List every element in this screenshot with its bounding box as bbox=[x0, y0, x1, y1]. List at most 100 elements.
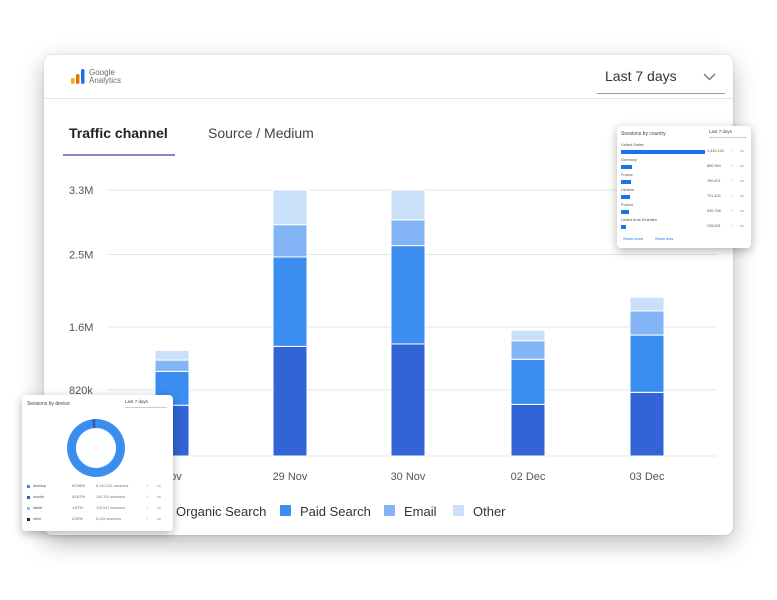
message-icon[interactable]: ▭ bbox=[157, 516, 161, 521]
country-bar bbox=[621, 165, 632, 169]
country-value: 850,964 bbox=[707, 164, 721, 168]
message-icon[interactable]: ▭ bbox=[740, 223, 744, 228]
device-sessions: 6,140,211 sessions bbox=[96, 484, 129, 488]
country-bar bbox=[621, 195, 631, 199]
bar-segment-email[interactable] bbox=[510, 340, 546, 360]
device-swatch bbox=[27, 507, 30, 510]
legend-organic-search[interactable]: Organic Search bbox=[176, 504, 267, 519]
country-value: 1,433,142 bbox=[707, 149, 724, 153]
message-icon[interactable]: ▭ bbox=[157, 483, 161, 488]
device-percent: 41.67% bbox=[72, 495, 85, 499]
country-value: 750,401 bbox=[707, 179, 721, 183]
card-header: Google Analytics Last 7 days bbox=[44, 55, 733, 99]
country-date-label: Last 7 days bbox=[709, 129, 733, 134]
device-name: mobile bbox=[33, 495, 45, 499]
country-widget-title: Sessions by country bbox=[621, 131, 666, 137]
country-name: Poland bbox=[621, 203, 633, 207]
device-date-label: Last 7 days bbox=[125, 399, 149, 404]
trend-up-icon[interactable]: ↑ bbox=[731, 163, 733, 168]
logo-line-2: Analytics bbox=[89, 76, 122, 85]
legend-swatch-paid bbox=[280, 505, 291, 516]
bar-segment-email[interactable] bbox=[154, 359, 190, 372]
sessions-by-device-widget: Sessions by device Last 7 days desktop 97… bbox=[22, 395, 173, 531]
device-name: other bbox=[33, 517, 42, 521]
bar-segment-organic-search[interactable] bbox=[510, 403, 546, 457]
bar-segment-paid-search[interactable] bbox=[272, 256, 308, 347]
country-name: United Arab Emirates bbox=[621, 218, 657, 222]
trend-up-icon[interactable]: ↑ bbox=[731, 208, 733, 213]
y-tick-label: 2.5M bbox=[69, 249, 93, 261]
bar-segment-organic-search[interactable] bbox=[272, 345, 308, 457]
trend-up-icon[interactable]: ↑ bbox=[731, 178, 733, 183]
device-date-select[interactable]: Last 7 days bbox=[125, 399, 167, 408]
device-percent: 2.00% bbox=[72, 517, 83, 521]
message-icon[interactable]: ▭ bbox=[740, 178, 744, 183]
message-icon[interactable]: ▭ bbox=[740, 208, 744, 213]
device-sessions: 110,547 sessions bbox=[96, 506, 126, 510]
message-icon[interactable]: ▭ bbox=[740, 163, 744, 168]
bar-segment-paid-search[interactable] bbox=[390, 245, 426, 345]
country-name: France bbox=[621, 173, 633, 177]
bar-segment-other[interactable] bbox=[272, 189, 308, 226]
trend-up-icon[interactable]: ↑ bbox=[146, 516, 148, 521]
device-swatch bbox=[27, 496, 30, 499]
y-tick-label: 820k bbox=[69, 385, 93, 397]
device-sessions: 160,110 sessions bbox=[96, 495, 126, 499]
device-sessions: 5,115 sessions bbox=[96, 517, 122, 521]
x-tick-label: 30 Nov bbox=[391, 471, 426, 483]
chevron-down-icon bbox=[703, 73, 716, 81]
device-widget-title: Sessions by device bbox=[27, 401, 70, 407]
bar-segment-other[interactable] bbox=[390, 189, 426, 221]
device-percent: 97.65% bbox=[72, 484, 85, 488]
bar-segment-organic-search[interactable] bbox=[629, 391, 665, 457]
x-tick-label: 02 Dec bbox=[511, 471, 546, 483]
device-donut-chart bbox=[67, 419, 125, 477]
device-swatch bbox=[27, 485, 30, 488]
message-icon[interactable]: ▭ bbox=[157, 505, 161, 510]
date-range-select[interactable]: Last 7 days bbox=[597, 66, 725, 94]
bar-segment-email[interactable] bbox=[390, 219, 426, 247]
bar-segment-email[interactable] bbox=[629, 310, 665, 336]
tab-source-medium[interactable]: Source / Medium bbox=[208, 125, 314, 141]
y-tick-label: 1.6M bbox=[69, 322, 93, 334]
message-icon[interactable]: ▭ bbox=[157, 494, 161, 499]
trend-up-icon[interactable]: ↑ bbox=[146, 505, 148, 510]
bar-segment-email[interactable] bbox=[272, 224, 308, 258]
legend-paid-search[interactable]: Paid Search bbox=[300, 504, 371, 519]
donut-slice-desktop[interactable] bbox=[67, 419, 125, 477]
trend-up-icon[interactable]: ↑ bbox=[731, 148, 733, 153]
donut-slice-mobile[interactable] bbox=[91, 419, 96, 429]
country-date-select[interactable]: Last 7 days bbox=[709, 129, 747, 138]
bar-segment-other[interactable] bbox=[629, 296, 665, 312]
bar-segment-organic-search[interactable] bbox=[390, 343, 426, 457]
trend-up-icon[interactable]: ↑ bbox=[146, 483, 148, 488]
show-less-link[interactable]: Show less bbox=[655, 236, 674, 241]
active-tab-indicator bbox=[63, 154, 175, 156]
message-icon[interactable]: ▭ bbox=[740, 148, 744, 153]
legend-email[interactable]: Email bbox=[404, 504, 437, 519]
trend-up-icon[interactable]: ↑ bbox=[146, 494, 148, 499]
country-bar bbox=[621, 210, 629, 214]
device-swatch bbox=[27, 518, 30, 521]
device-name: desktop bbox=[33, 484, 47, 488]
bar-segment-paid-search[interactable] bbox=[629, 334, 665, 393]
trend-up-icon[interactable]: ↑ bbox=[731, 193, 733, 198]
tab-traffic-channel[interactable]: Traffic channel bbox=[69, 125, 168, 141]
bar-segment-paid-search[interactable] bbox=[510, 358, 546, 405]
legend-other[interactable]: Other bbox=[473, 504, 506, 519]
date-range-label: Last 7 days bbox=[605, 68, 677, 84]
device-name: tablet bbox=[33, 506, 43, 510]
x-tick-label: 29 Nov bbox=[273, 471, 308, 483]
bar-segment-other[interactable] bbox=[154, 349, 190, 361]
show-more-link[interactable]: Show more bbox=[623, 236, 644, 241]
country-name: Ukraine bbox=[621, 188, 635, 192]
x-tick-label: 03 Dec bbox=[630, 471, 665, 483]
bar-segment-other[interactable] bbox=[510, 329, 546, 342]
message-icon[interactable]: ▭ bbox=[740, 193, 744, 198]
legend-swatch-email bbox=[384, 505, 395, 516]
country-value: 235,631 bbox=[707, 224, 721, 228]
analytics-logo-icon bbox=[71, 69, 85, 84]
country-name: Germany bbox=[621, 158, 637, 162]
trend-up-icon[interactable]: ↑ bbox=[731, 223, 733, 228]
